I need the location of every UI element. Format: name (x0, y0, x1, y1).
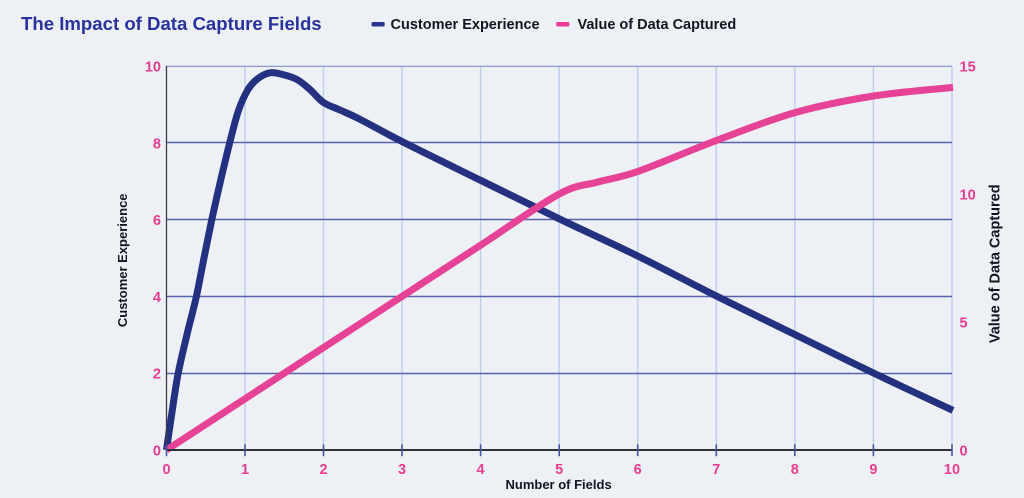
svg-text:Customer Experience: Customer Experience (115, 193, 130, 327)
svg-text:2: 2 (153, 367, 161, 383)
svg-text:15: 15 (960, 60, 976, 76)
svg-text:9: 9 (869, 462, 877, 478)
svg-text:10: 10 (145, 60, 161, 76)
svg-text:8: 8 (153, 136, 161, 152)
svg-text:5: 5 (960, 316, 968, 332)
svg-text:Customer Experience: Customer Experience (391, 17, 540, 33)
svg-text:0: 0 (153, 444, 161, 460)
svg-text:6: 6 (153, 213, 161, 229)
svg-text:1: 1 (241, 462, 249, 478)
svg-text:0: 0 (162, 462, 170, 478)
svg-text:0: 0 (960, 444, 968, 460)
svg-text:Value of Data Captured: Value of Data Captured (578, 17, 737, 33)
svg-text:The Impact of Data Capture Fie: The Impact of Data Capture Fields (21, 13, 322, 34)
svg-text:5: 5 (555, 462, 563, 478)
svg-text:6: 6 (634, 462, 642, 478)
svg-text:3: 3 (398, 462, 406, 478)
svg-text:10: 10 (960, 188, 976, 204)
svg-text:8: 8 (791, 462, 799, 478)
svg-text:4: 4 (153, 290, 161, 306)
svg-text:Value of Data Captured: Value of Data Captured (987, 184, 1003, 343)
svg-text:Number of Fields: Number of Fields (506, 477, 612, 492)
svg-text:4: 4 (477, 462, 485, 478)
svg-text:10: 10 (944, 462, 960, 478)
svg-text:2: 2 (319, 462, 327, 478)
svg-text:7: 7 (712, 462, 720, 478)
